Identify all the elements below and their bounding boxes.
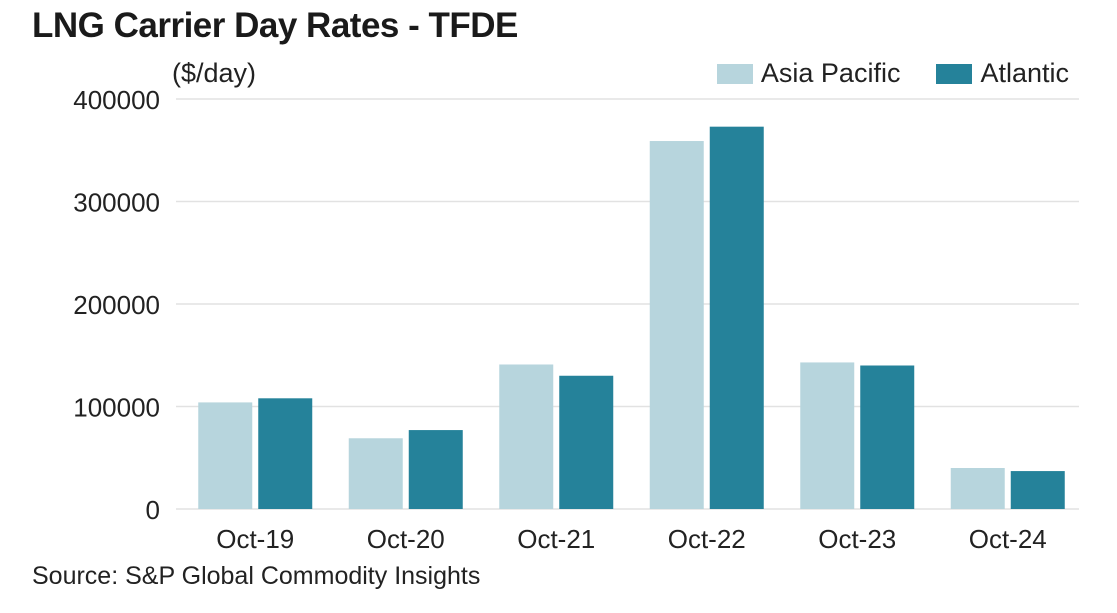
bar-asia-pacific-oct-20	[348, 438, 403, 509]
x-tick-label: Oct-22	[668, 524, 746, 554]
legend-item-asia-pacific: Asia Pacific	[716, 58, 901, 89]
y-tick-label: 400000	[73, 85, 160, 115]
bar-atlantic-oct-21	[559, 375, 614, 509]
y-tick-label: 200000	[73, 290, 160, 320]
y-tick-label: 100000	[73, 393, 160, 423]
source-note: Source: S&P Global Commodity Insights	[32, 562, 481, 590]
x-tick-label: Oct-24	[969, 524, 1047, 554]
legend-swatch-atlantic	[936, 63, 973, 84]
y-tick-label: 300000	[73, 188, 160, 218]
bar-atlantic-oct-24	[1010, 471, 1065, 509]
bar-asia-pacific-oct-23	[800, 362, 855, 509]
bar-atlantic-oct-20	[408, 430, 463, 509]
bar-asia-pacific-oct-19	[198, 402, 253, 509]
y-tick-label: 0	[146, 495, 160, 525]
bar-asia-pacific-oct-22	[649, 141, 704, 509]
legend-item-atlantic: Atlantic	[936, 58, 1069, 89]
chart-title: LNG Carrier Day Rates - TFDE	[32, 6, 518, 45]
bar-atlantic-oct-19	[258, 398, 313, 509]
legend-label-asia-pacific: Asia Pacific	[760, 58, 901, 88]
bar-atlantic-oct-22	[709, 126, 764, 510]
x-tick-label: Oct-19	[216, 524, 294, 554]
x-tick-label: Oct-20	[367, 524, 445, 554]
y-axis-unit-label: ($/day)	[172, 58, 257, 88]
legend-label-atlantic: Atlantic	[980, 58, 1069, 88]
legend-swatch-asia-pacific	[716, 63, 753, 84]
bar-asia-pacific-oct-24	[950, 468, 1005, 509]
x-tick-label: Oct-21	[517, 524, 595, 554]
bar-atlantic-oct-23	[860, 365, 915, 509]
bar-asia-pacific-oct-21	[499, 364, 554, 509]
legend: Asia Pacific Atlantic	[681, 58, 1069, 89]
x-tick-label: Oct-23	[818, 524, 896, 554]
